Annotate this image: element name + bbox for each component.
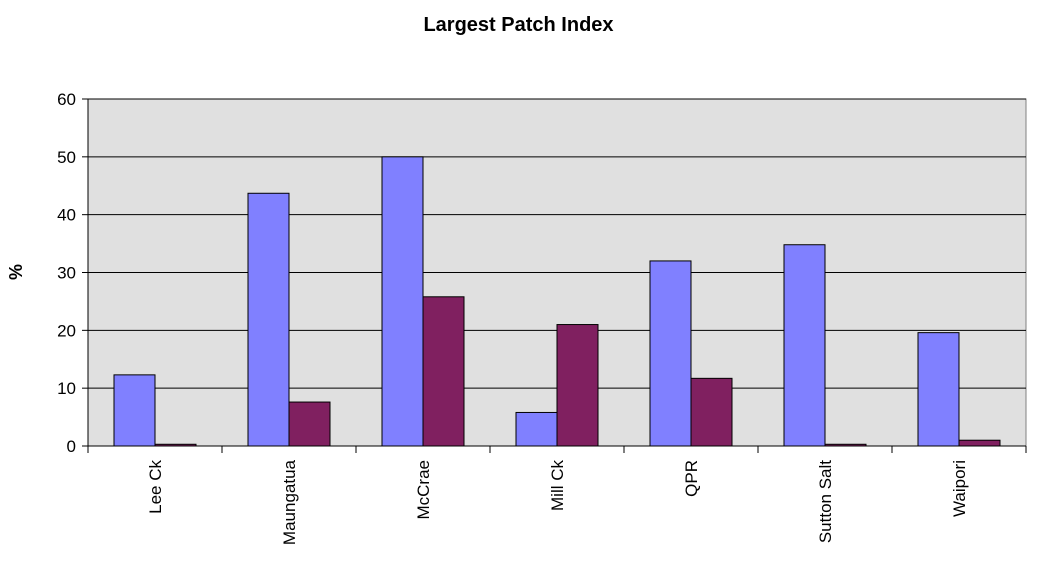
x-tick-label: Maungatua	[280, 459, 299, 545]
y-tick-label: 50	[57, 148, 76, 167]
y-tick-label: 30	[57, 264, 76, 283]
bar-maungatua-series-2	[288, 401, 331, 447]
bar-mccrae-series-2	[422, 296, 465, 447]
x-tick-label: QPR	[682, 460, 701, 497]
y-tick-label: 20	[57, 321, 76, 340]
bar-qpr-series-1	[649, 260, 692, 447]
bar-qpr-series-2	[690, 377, 733, 447]
bar-lee-ck-series-1	[113, 374, 156, 447]
x-tick-label: Sutton Salt	[816, 460, 835, 543]
y-tick-label: 10	[57, 379, 76, 398]
x-tick-label: Waipori	[950, 460, 969, 517]
x-tick-label: Lee Ck	[146, 460, 165, 514]
bar-mill-ck-series-2	[556, 324, 599, 447]
bar-waipori-series-2	[958, 439, 1001, 447]
chart-title: Largest Patch Index	[423, 14, 614, 36]
axes: 0 10 20 30 40 50 60 Lee Ck Maungatua McCrae Mill C…	[57, 90, 1027, 545]
bar-mill-ck-series-1	[515, 411, 558, 447]
bar-waipori-series-1	[917, 332, 960, 447]
y-axis-label: %	[6, 264, 26, 280]
bars	[113, 156, 1001, 447]
y-tick-label: 60	[57, 90, 76, 109]
y-tick-label: 0	[67, 437, 76, 456]
x-tick-label: Mill Ck	[548, 460, 567, 511]
bar-sutton-salt-series-1	[783, 244, 826, 447]
bar-mccrae-series-1	[381, 156, 424, 447]
x-tick-label: McCrae	[414, 460, 433, 520]
y-tick-label: 40	[57, 206, 76, 225]
bar-maungatua-series-1	[247, 192, 290, 447]
